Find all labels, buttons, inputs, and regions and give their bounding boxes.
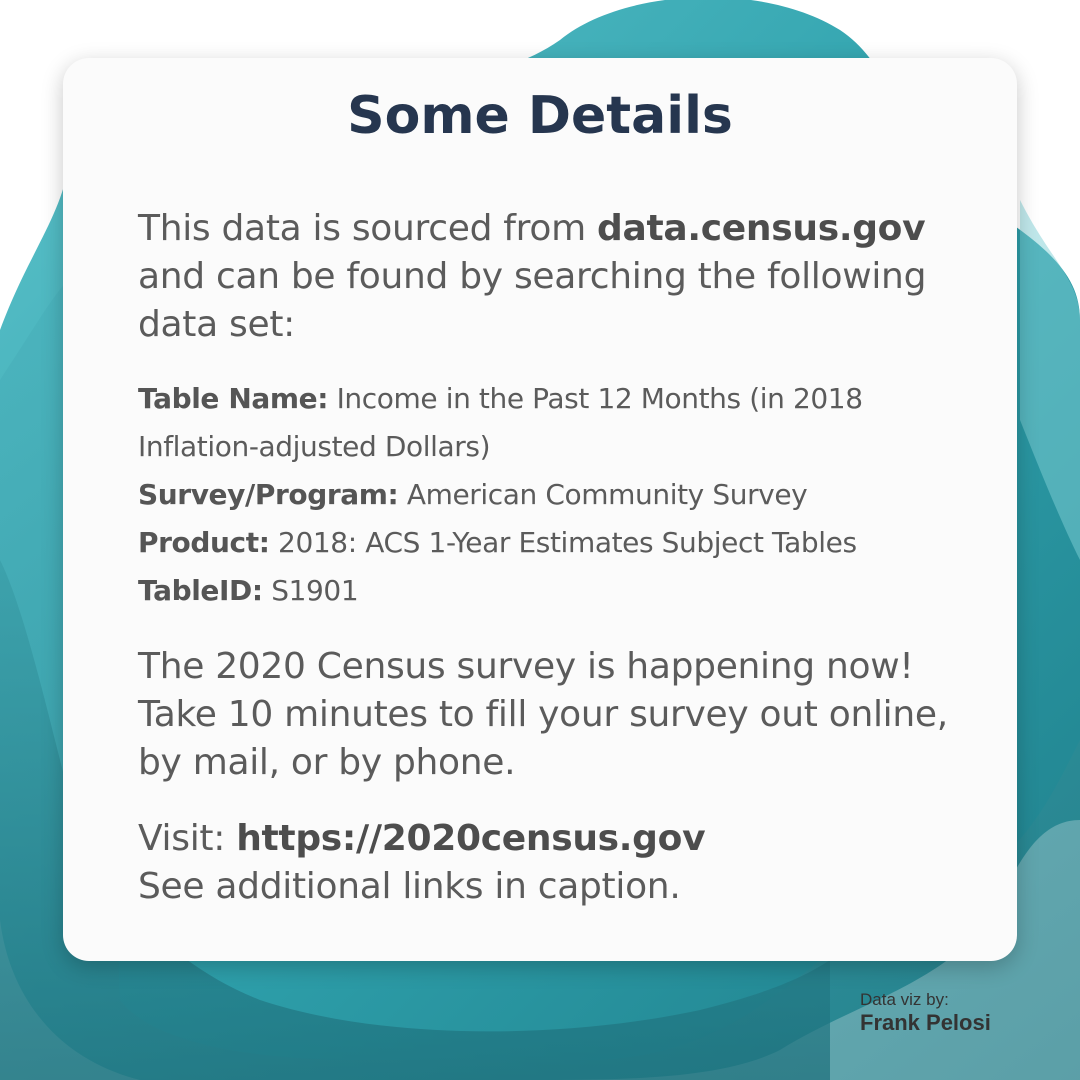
page-title: Some Details xyxy=(347,86,733,146)
credit: Data viz by: Frank Pelosi xyxy=(860,990,991,1036)
blob-inner xyxy=(0,560,830,1080)
detail-value: 2018: ACS 1-Year Estimates Subject Table… xyxy=(278,526,857,559)
blob-right-band xyxy=(1020,200,1080,560)
details-card xyxy=(63,58,1017,961)
census-url-link[interactable]: https://2020census.gov xyxy=(236,818,706,859)
detail-value: American Community Survey xyxy=(406,478,808,511)
credit-label: Data viz by: xyxy=(860,990,949,1009)
detail-value: Income in the Past 12 Months (in 2018 In… xyxy=(138,382,863,463)
detail-row-table-id: TableID: S1901 xyxy=(138,567,958,615)
intro-text-after: and can be found by searching the follow… xyxy=(138,256,927,345)
detail-key: Product: xyxy=(138,526,270,559)
credit-name: Frank Pelosi xyxy=(860,1010,991,1035)
detail-value: S1901 xyxy=(271,574,359,607)
intro-text-before: This data is sourced from xyxy=(138,208,598,249)
caption-note: See additional links in caption. xyxy=(138,866,681,907)
census-note: The 2020 Census survey is happening now!… xyxy=(138,646,948,783)
detail-row-survey: Survey/Program: American Community Surve… xyxy=(138,471,958,519)
detail-key: TableID: xyxy=(138,574,263,607)
intro-paragraph: This data is sourced from data.census.go… xyxy=(138,205,958,349)
visit-label: Visit: xyxy=(138,818,237,859)
source-link[interactable]: data.census.gov xyxy=(597,208,926,249)
detail-row-table-name: Table Name: Income in the Past 12 Months… xyxy=(138,375,958,471)
detail-row-product: Product: 2018: ACS 1-Year Estimates Subj… xyxy=(138,519,958,567)
dataset-details: Table Name: Income in the Past 12 Months… xyxy=(138,375,958,615)
detail-key: Survey/Program: xyxy=(138,478,399,511)
detail-key: Table Name: xyxy=(138,382,329,415)
visit-paragraph: Visit: https://2020census.gov See additi… xyxy=(138,815,958,911)
